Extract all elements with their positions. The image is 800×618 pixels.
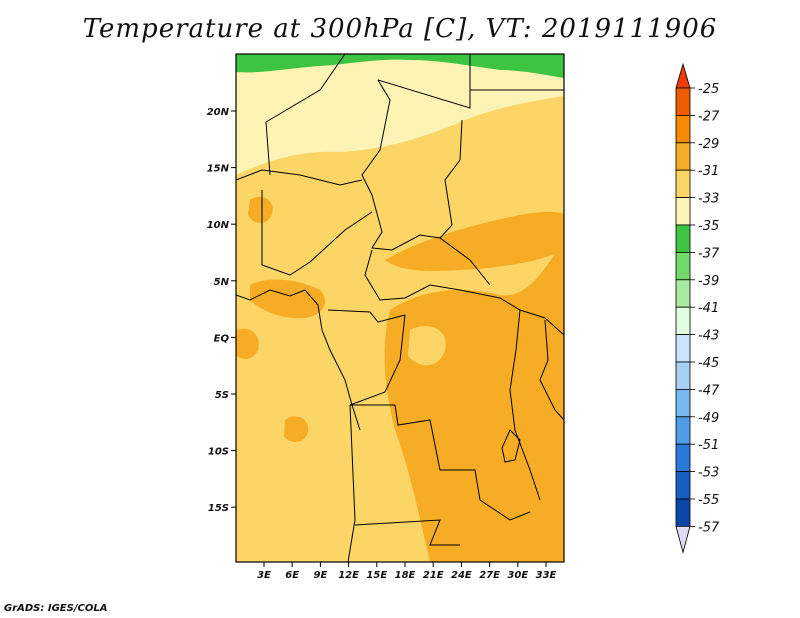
colorbar-label: -29 bbox=[698, 137, 719, 152]
border-line bbox=[539, 319, 564, 421]
lat-tick-label: 10N bbox=[207, 220, 230, 231]
colorbar-swatch bbox=[675, 388, 691, 418]
lon-tick-label: 33E bbox=[536, 570, 557, 581]
colorbar-label: -55 bbox=[698, 493, 719, 508]
field-region-31-patch bbox=[408, 326, 446, 366]
colorbar-swatch bbox=[675, 197, 691, 226]
border-line bbox=[439, 119, 463, 239]
colorbar-swatch bbox=[675, 169, 691, 198]
border-line bbox=[377, 54, 471, 109]
colorbar-swatch bbox=[675, 443, 691, 473]
border-line bbox=[349, 314, 441, 471]
border-line bbox=[261, 190, 373, 276]
colorbar-swatch bbox=[675, 251, 691, 281]
border-line bbox=[236, 169, 363, 186]
lat-tick-label: 5S bbox=[215, 390, 229, 401]
lat-tick-label: EQ bbox=[214, 333, 230, 344]
lat-tick-label: 20N bbox=[207, 107, 230, 118]
colorbar: -25 -27 -29 -31 -33 -35 -37 -39 -41 -43 -45 -47 -49 -… bbox=[675, 62, 720, 554]
field-region-29-center bbox=[385, 211, 564, 271]
chart-title: Temperature at 300hPa [C], VT: 201911190… bbox=[82, 14, 718, 44]
lon-tick-label: 15E bbox=[366, 570, 387, 581]
lon-tick-label: 21E bbox=[423, 570, 444, 581]
colorbar-label: -39 bbox=[698, 274, 719, 289]
colorbar-label: -47 bbox=[698, 383, 720, 398]
border-line bbox=[364, 249, 564, 336]
colorbar-label: -45 bbox=[698, 356, 719, 371]
coastline bbox=[236, 289, 361, 431]
colorbar-label: -51 bbox=[698, 438, 719, 453]
longitude-axis: 3E 6E 9E 12E 15E 18E 21E 24E 27E 30E 33E bbox=[257, 562, 557, 581]
lon-tick-label: 6E bbox=[285, 570, 299, 581]
border-line bbox=[265, 121, 271, 176]
colorbar-swatch bbox=[675, 471, 691, 500]
colorbar-swatch bbox=[675, 279, 691, 308]
lat-tick-label: 10S bbox=[208, 447, 229, 458]
map-frame bbox=[235, 53, 565, 563]
colorbar-label: -53 bbox=[698, 466, 719, 481]
colorbar-swatch bbox=[675, 498, 691, 527]
border-line bbox=[371, 194, 491, 286]
colorbar-swatch bbox=[675, 142, 691, 171]
colorbar-label: -25 bbox=[698, 82, 719, 97]
colorbar-label: -37 bbox=[698, 246, 720, 261]
lat-tick-label: 15N bbox=[207, 164, 230, 175]
colorbar-label: -49 bbox=[698, 411, 719, 426]
field-region-29-spot1 bbox=[236, 328, 259, 359]
colorbar-label: -31 bbox=[698, 164, 719, 179]
lon-tick-label: 3E bbox=[257, 570, 271, 581]
colorbar-swatch bbox=[675, 416, 691, 445]
border-line bbox=[361, 79, 391, 196]
field-region-29-spot3 bbox=[248, 196, 273, 223]
lake-outline bbox=[501, 429, 521, 463]
lon-tick-label: 24E bbox=[451, 570, 472, 581]
colorbar-top-arrow bbox=[675, 62, 691, 89]
map-field bbox=[236, 54, 564, 562]
colorbar-label: -57 bbox=[698, 520, 720, 535]
lon-tick-label: 12E bbox=[338, 570, 359, 581]
lon-tick-label: 9E bbox=[314, 570, 328, 581]
colorbar-swatch bbox=[675, 361, 691, 390]
border-line bbox=[347, 404, 356, 562]
border-line bbox=[327, 309, 406, 323]
field-region-35 bbox=[236, 54, 564, 78]
colorbar-label: -41 bbox=[698, 301, 719, 316]
lon-tick-label: 27E bbox=[479, 570, 500, 581]
colorbar-swatch bbox=[675, 306, 691, 336]
colorbar-label: -43 bbox=[698, 329, 719, 344]
latitude-axis: 20N 15N 10N 5N EQ 5S 10S 15S bbox=[207, 107, 236, 514]
field-region-29-west bbox=[250, 279, 325, 319]
border-line bbox=[265, 54, 346, 123]
colorbar-swatch bbox=[675, 334, 691, 363]
colorbar-swatch bbox=[675, 115, 691, 144]
colorbar-swatch bbox=[675, 224, 691, 253]
border-line bbox=[354, 519, 460, 546]
border-line bbox=[509, 309, 541, 501]
country-borders bbox=[236, 54, 564, 562]
colorbar-label: -33 bbox=[698, 192, 719, 207]
colorbar-swatch bbox=[675, 87, 691, 116]
lat-tick-label: 15S bbox=[208, 503, 229, 514]
lat-tick-label: 5N bbox=[214, 277, 230, 288]
footer-credit: GrADS: IGES/COLA bbox=[4, 603, 108, 614]
field-region-29-spot2 bbox=[284, 416, 309, 442]
colorbar-label: -27 bbox=[698, 109, 720, 124]
colorbar-bottom-arrow bbox=[675, 526, 691, 554]
lon-tick-label: 30E bbox=[507, 570, 528, 581]
lon-tick-label: 18E bbox=[395, 570, 416, 581]
colorbar-label: -35 bbox=[698, 219, 719, 234]
border-line bbox=[440, 469, 531, 521]
